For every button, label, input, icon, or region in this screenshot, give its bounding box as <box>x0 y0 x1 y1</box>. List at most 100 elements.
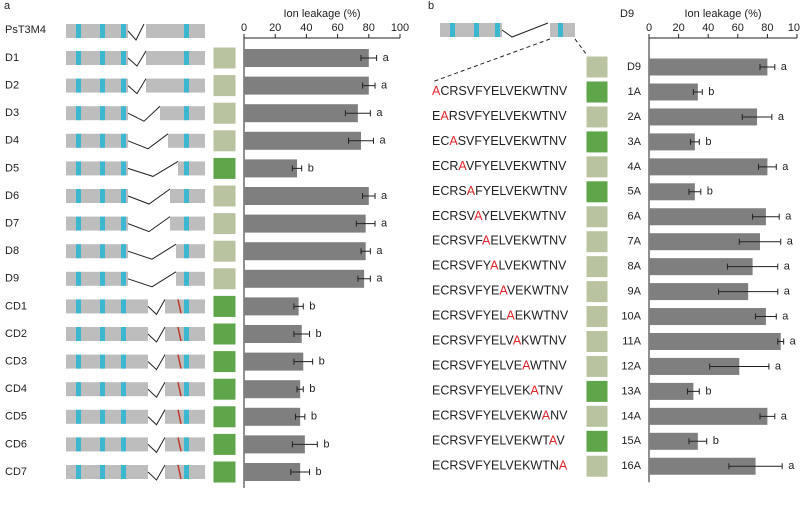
exon <box>160 106 205 121</box>
exon <box>66 299 148 314</box>
x-tick-label: 100 <box>391 22 409 34</box>
motif <box>76 271 81 286</box>
motif <box>100 327 105 341</box>
deletion-line <box>127 50 147 67</box>
motif <box>184 327 189 341</box>
motif <box>100 244 105 259</box>
x-tick-label: 20 <box>269 22 281 34</box>
bar <box>244 131 361 150</box>
bar <box>649 83 698 101</box>
bar <box>244 269 365 288</box>
motif <box>100 271 105 286</box>
bar <box>244 407 301 426</box>
leaf-image <box>585 155 609 179</box>
significance-letter: b <box>323 438 329 450</box>
bar <box>244 76 369 95</box>
significance-letter: a <box>376 273 383 285</box>
motif <box>76 78 81 93</box>
significance-letter: b <box>319 356 325 368</box>
deletion-line <box>127 188 171 205</box>
significance-letter: a <box>376 245 383 257</box>
sequence: ECRSVFYELVEKWTNA <box>432 459 568 473</box>
category-label: D5 <box>5 162 19 174</box>
motif <box>76 244 81 259</box>
error-bar <box>362 82 376 89</box>
motif <box>76 299 81 314</box>
motif <box>121 78 126 93</box>
category-label: D1 <box>5 52 19 64</box>
sequence: ECRSVFYELVEKATNV <box>432 384 564 398</box>
significance-letter: a <box>785 211 792 223</box>
significance-letter: a <box>383 52 390 64</box>
deletion-line <box>147 464 166 481</box>
significance-letter: b <box>707 186 713 198</box>
significance-letter: a <box>784 286 791 298</box>
bar <box>649 457 756 475</box>
sequence: ECRSVFYELAEKWTNV <box>432 309 569 323</box>
category-label: CD4 <box>5 383 27 395</box>
exon <box>178 161 205 176</box>
leaf-image <box>212 322 237 346</box>
leaf-image <box>585 230 609 254</box>
gene-diagram <box>66 437 205 454</box>
significance-letter: a <box>381 80 388 92</box>
exon <box>66 189 128 203</box>
error-bar <box>738 238 782 245</box>
leaf-image <box>212 377 237 401</box>
leaf-image <box>585 80 609 104</box>
mutation <box>177 354 182 369</box>
sequence: ECRSVFYELVEKWANV <box>432 409 568 423</box>
bar <box>244 463 301 481</box>
motif <box>121 437 126 452</box>
error-bar <box>362 193 376 199</box>
leaf-image <box>212 184 237 208</box>
bar <box>244 435 305 454</box>
leaf-image <box>585 105 609 129</box>
motif <box>100 133 105 148</box>
bar <box>649 283 749 301</box>
exon <box>66 133 128 148</box>
category-label: 6A <box>628 211 642 223</box>
significance-letter: b <box>309 300 315 312</box>
motif <box>121 299 126 314</box>
error-bar <box>718 288 779 295</box>
sequence: ECRAVFYELVEKWTNV <box>432 159 567 173</box>
exon <box>66 106 128 121</box>
exon <box>176 244 205 259</box>
bar <box>649 382 694 400</box>
significance-letter: a <box>782 310 789 322</box>
x-tick-label: 40 <box>702 22 714 34</box>
mutation <box>177 464 182 480</box>
bar <box>649 133 695 151</box>
leaf-image <box>585 305 609 329</box>
gene-diagram <box>66 271 205 288</box>
error-bar <box>357 275 371 282</box>
error-bar <box>348 137 374 144</box>
sequence: ECASVFYELVEKWTNV <box>432 134 567 148</box>
category-label: 9A <box>628 286 642 298</box>
motif <box>121 161 126 176</box>
motif <box>184 244 189 259</box>
motif <box>76 465 81 479</box>
x-tick-label: 0 <box>241 22 247 34</box>
gene-diagram <box>66 105 205 122</box>
x-tick-label: 0 <box>646 22 652 34</box>
motif <box>121 51 126 65</box>
deletion-line <box>127 216 171 233</box>
significance-letter: b <box>316 466 322 478</box>
motif <box>76 51 81 65</box>
sequence: ECRSVFYEAVEKWTNV <box>432 284 569 298</box>
motif <box>184 51 189 65</box>
error-bar <box>752 213 780 220</box>
leaf-image <box>212 101 237 125</box>
gene-diagram <box>66 133 205 150</box>
motif <box>121 133 126 148</box>
motif <box>76 437 81 452</box>
category-label: D2 <box>5 80 19 92</box>
leaf-image <box>585 429 609 453</box>
leaf-image <box>212 156 237 180</box>
motif <box>76 327 81 341</box>
bar <box>244 242 366 261</box>
category-label: D3 <box>5 107 19 119</box>
x-tick-label: 60 <box>331 22 343 34</box>
